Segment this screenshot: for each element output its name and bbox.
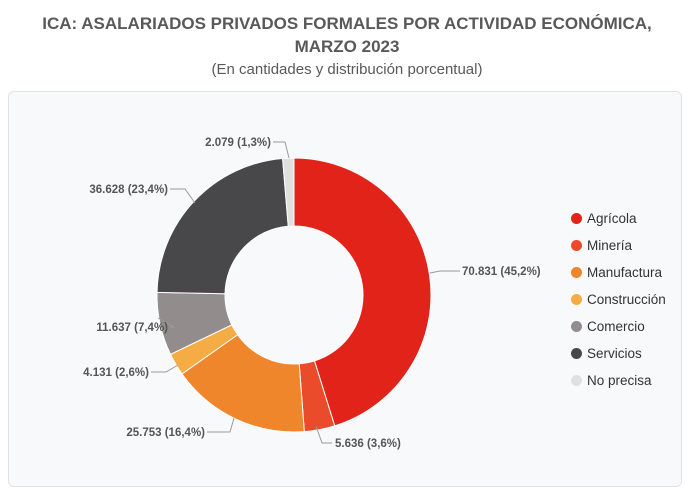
legend-item-0[interactable]: Agrícola <box>571 205 666 232</box>
donut-slice-0[interactable] <box>293 157 432 427</box>
chart-title: ICA: ASALARIADOS PRIVADOS FORMALES POR A… <box>0 12 694 58</box>
legend-item-3[interactable]: Construcción <box>571 286 666 313</box>
legend-label-3: Construcción <box>587 292 666 307</box>
donut-slices <box>156 157 432 433</box>
donut-slice-6[interactable] <box>282 157 295 227</box>
legend-item-4[interactable]: Comercio <box>571 313 666 340</box>
data-label-1: 5.636 (3,6%) <box>335 438 401 450</box>
legend-marker-3 <box>571 294 582 305</box>
data-label-6: 2.079 (1,3%) <box>205 137 271 149</box>
data-labels: 70.831 (45,2%) 5.636 (3,6%) 25.753 (16,4%)… <box>83 137 541 450</box>
chart-subtitle: (En cantidades y distribución porcentual… <box>211 61 483 78</box>
legend-label-6: No precisa <box>587 373 652 388</box>
legend-label-5: Servicios <box>587 346 642 361</box>
leader-line-2 <box>207 417 235 433</box>
data-label-4: 11.637 (7,4%) <box>96 322 168 334</box>
data-label-5: 36.628 (23,4%) <box>89 184 168 196</box>
leader-line-1 <box>315 425 332 444</box>
legend-item-6[interactable]: No precisa <box>571 367 666 394</box>
chart-title-line-2: MARZO 2023 <box>294 37 400 56</box>
leader-line-6 <box>273 141 290 159</box>
legend-marker-2 <box>571 267 582 278</box>
chart-legend: Agrícola Minería Manufactura Construcción Co… <box>571 205 666 394</box>
legend-marker-6 <box>571 375 582 386</box>
legend-marker-5 <box>571 348 582 359</box>
leader-line-3 <box>151 364 179 373</box>
legend-marker-0 <box>571 213 582 224</box>
legend-item-5[interactable]: Servicios <box>571 340 666 367</box>
leader-line-5 <box>170 188 196 204</box>
legend-label-4: Comercio <box>587 319 645 334</box>
legend-label-2: Manufactura <box>587 265 663 280</box>
label-leader-lines <box>151 141 460 444</box>
data-label-0: 70.831 (45,2%) <box>462 266 541 278</box>
legend-item-2[interactable]: Manufactura <box>571 259 666 286</box>
chart-title-line-1: ICA: ASALARIADOS PRIVADOS FORMALES POR A… <box>42 14 652 33</box>
leader-line-0 <box>429 270 460 274</box>
legend-item-1[interactable]: Minería <box>571 232 666 259</box>
legend-label-0: Agrícola <box>587 211 637 226</box>
legend-marker-4 <box>571 321 582 332</box>
legend-marker-1 <box>571 240 582 251</box>
data-label-2: 25.753 (16,4%) <box>126 427 205 439</box>
legend-label-1: Minería <box>587 238 633 253</box>
leader-line-4 <box>157 317 176 328</box>
data-label-3: 4.131 (2,6%) <box>83 367 149 379</box>
donut-slice-5[interactable] <box>156 157 289 295</box>
